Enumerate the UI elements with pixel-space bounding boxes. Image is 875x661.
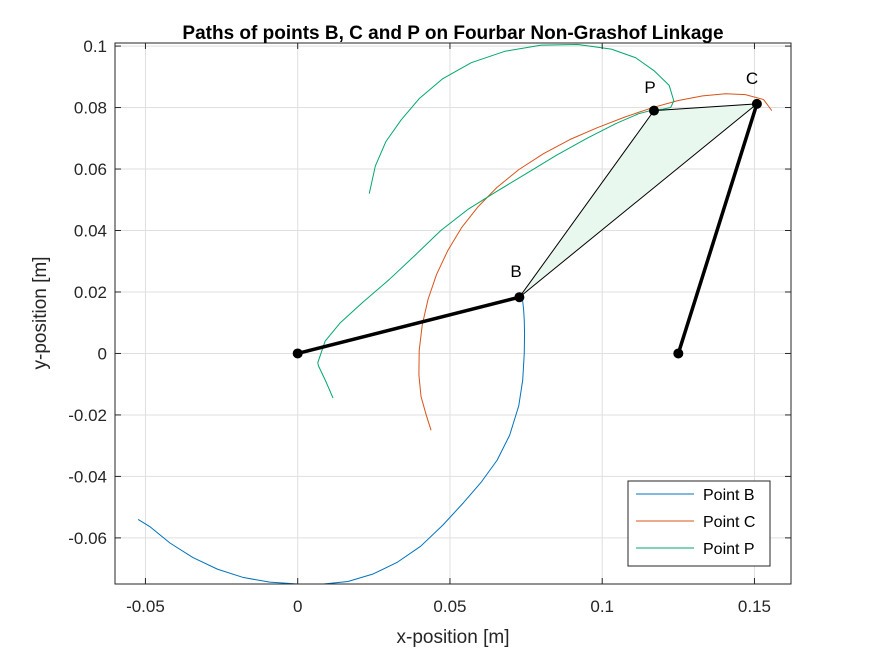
y-tick-label: -0.06 [68,529,107,548]
legend: Point B Point C Point P [627,480,771,567]
y-axis-label: y-position [m] [30,257,51,370]
joint-c [751,98,762,109]
point-label-p: P [644,78,655,97]
series-line-point-b [137,298,526,584]
rocker-link-dc [676,102,759,356]
x-tick-label: 0.05 [433,597,466,616]
y-tick-labels: -0.06 -0.04 -0.02 0 0.02 0.04 0.06 0.08 0.1 [68,37,107,548]
x-tick-label: 0 [293,597,302,616]
legend-box [627,480,771,567]
coupler-triangle [518,103,759,298]
joint-d [673,348,684,359]
y-tick-label: 0.08 [74,99,107,118]
y-grid [115,45,791,539]
y-tick-label: 0.04 [74,222,107,241]
y-tick-label: 0 [98,344,107,363]
linkage-mechanism [292,98,762,359]
joint-p [648,105,659,116]
legend-label-point-b: Point B [703,487,755,504]
point-label-b: B [510,262,521,281]
y-tick-label: 0.06 [74,160,107,179]
y-tick-label: -0.04 [68,467,107,486]
axes-box [114,42,792,585]
point-label-c: C [746,69,758,88]
y-tick-label: 0.1 [83,37,107,56]
joint-a [292,348,303,359]
joint-b [514,292,525,303]
ticks [115,43,791,584]
x-tick-labels: -0.05 0 0.05 0.1 0.15 [126,597,771,616]
y-tick-label: 0.02 [74,283,107,302]
x-tick-label: 0.15 [738,597,771,616]
x-tick-label: -0.05 [126,597,165,616]
point-labels: B C P [510,69,758,281]
x-axis-label: x-position [m] [397,627,510,648]
chart-title: Paths of points B, C and P on Fourbar No… [182,23,723,44]
legend-label-point-p: Point P [703,541,755,558]
y-tick-label: -0.02 [68,406,107,425]
series-line-point-c [418,93,773,431]
legend-label-point-c: Point C [703,514,755,531]
crank-link-ab [295,295,522,356]
x-tick-label: 0.1 [590,597,614,616]
